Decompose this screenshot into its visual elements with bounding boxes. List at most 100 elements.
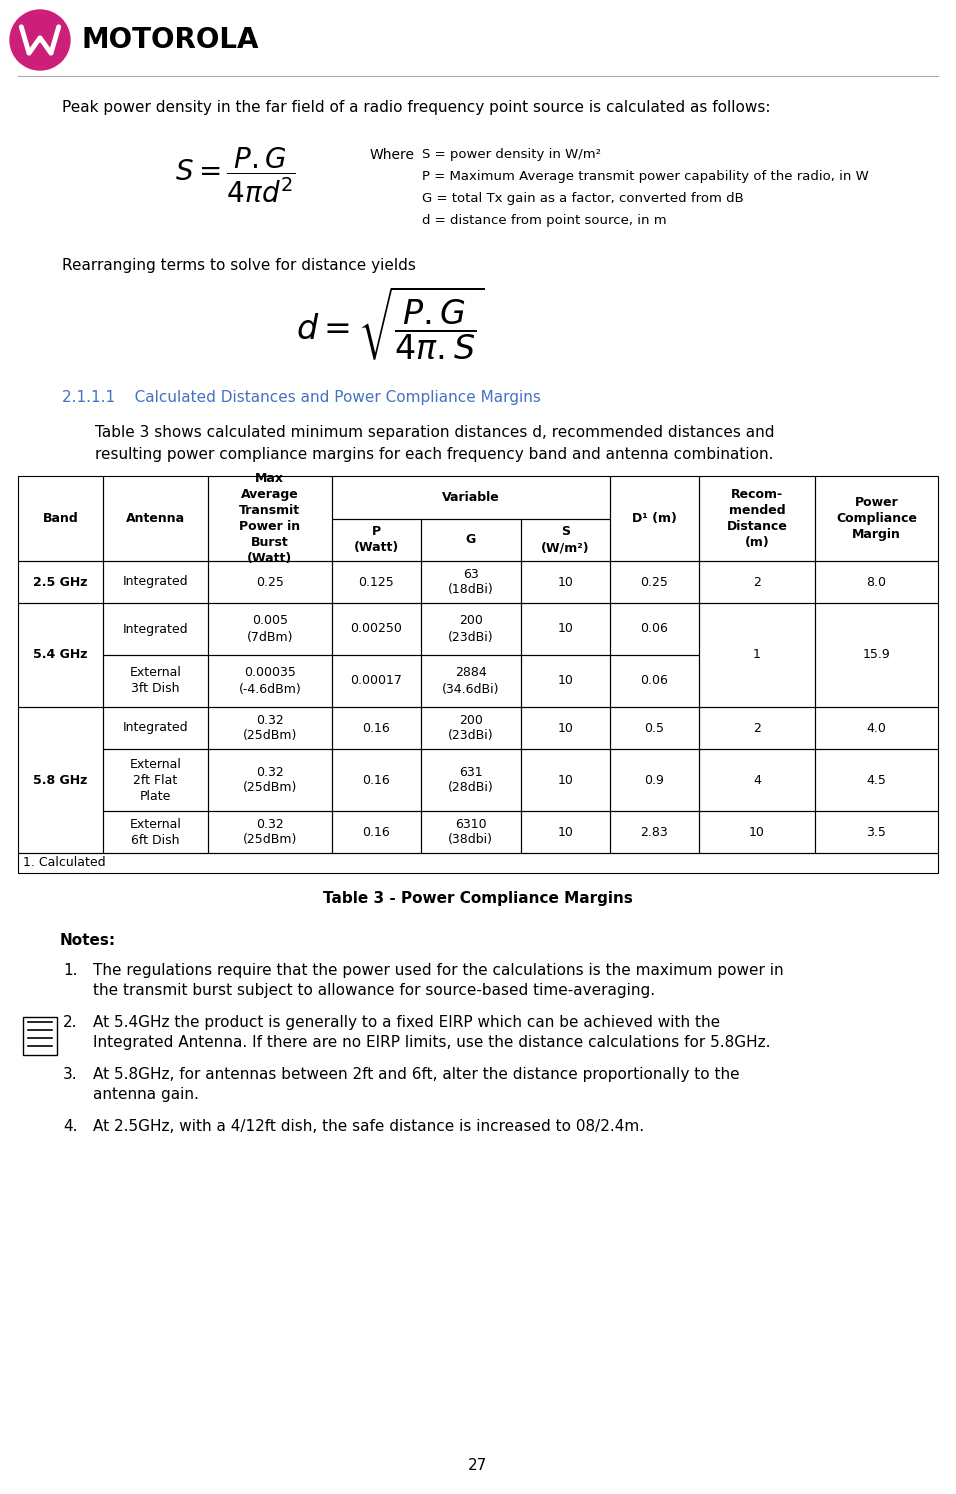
Bar bbox=[521, 604, 610, 654]
Bar bbox=[103, 811, 207, 853]
Text: External
2ft Flat
Plate: External 2ft Flat Plate bbox=[130, 757, 182, 802]
Text: 6310
(38dbi): 6310 (38dbi) bbox=[448, 817, 493, 847]
Text: 8.0: 8.0 bbox=[866, 575, 886, 589]
Text: Peak power density in the far field of a radio frequency point source is calcula: Peak power density in the far field of a… bbox=[62, 100, 771, 115]
Text: Integrated: Integrated bbox=[122, 575, 188, 589]
Bar bbox=[699, 811, 815, 853]
Bar bbox=[207, 811, 332, 853]
Text: At 5.8GHz, for antennas between 2ft and 6ft, alter the distance proportionally t: At 5.8GHz, for antennas between 2ft and … bbox=[93, 1067, 740, 1082]
Bar bbox=[207, 748, 332, 811]
Circle shape bbox=[10, 10, 70, 70]
Bar bbox=[103, 654, 207, 707]
Bar bbox=[207, 707, 332, 748]
Bar bbox=[18, 562, 103, 604]
Text: G: G bbox=[466, 533, 476, 547]
Text: 5.4 GHz: 5.4 GHz bbox=[33, 648, 88, 662]
Text: 1.: 1. bbox=[63, 964, 77, 979]
Bar bbox=[815, 811, 938, 853]
Text: 2.83: 2.83 bbox=[641, 826, 668, 838]
Bar bbox=[332, 562, 421, 604]
Text: Power
Compliance
Margin: Power Compliance Margin bbox=[836, 496, 917, 541]
Text: Band: Band bbox=[43, 512, 78, 524]
Text: D¹ (m): D¹ (m) bbox=[632, 512, 677, 524]
Text: 15.9: 15.9 bbox=[862, 648, 890, 662]
Bar bbox=[103, 748, 207, 811]
Text: 2.5 GHz: 2.5 GHz bbox=[33, 575, 88, 589]
Text: 0.125: 0.125 bbox=[358, 575, 394, 589]
Text: Integrated: Integrated bbox=[122, 623, 188, 635]
Text: 63
(18dBi): 63 (18dBi) bbox=[447, 568, 493, 596]
Text: d = distance from point source, in m: d = distance from point source, in m bbox=[422, 214, 666, 227]
Bar bbox=[421, 707, 521, 748]
Text: 0.16: 0.16 bbox=[362, 826, 390, 838]
Bar bbox=[610, 707, 699, 748]
Text: the transmit burst subject to allowance for source-based time-averaging.: the transmit burst subject to allowance … bbox=[93, 983, 655, 998]
Text: 5.8 GHz: 5.8 GHz bbox=[33, 774, 88, 786]
Text: 0.005
(7dBm): 0.005 (7dBm) bbox=[247, 614, 293, 644]
Text: 10: 10 bbox=[557, 575, 573, 589]
Text: 0.5: 0.5 bbox=[644, 722, 664, 735]
Bar bbox=[610, 604, 699, 654]
Bar bbox=[421, 811, 521, 853]
Text: At 5.4GHz the product is generally to a fixed EIRP which can be achieved with th: At 5.4GHz the product is generally to a … bbox=[93, 1014, 720, 1029]
Text: 0.25: 0.25 bbox=[256, 575, 284, 589]
Bar bbox=[610, 654, 699, 707]
Bar bbox=[332, 477, 610, 518]
Text: 1: 1 bbox=[753, 648, 761, 662]
Text: 3.5: 3.5 bbox=[866, 826, 886, 838]
Bar bbox=[332, 811, 421, 853]
Text: 631
(28dBi): 631 (28dBi) bbox=[447, 765, 493, 795]
Bar bbox=[207, 604, 332, 654]
Text: Rearranging terms to solve for distance yields: Rearranging terms to solve for distance … bbox=[62, 258, 416, 273]
Text: 2: 2 bbox=[753, 722, 761, 735]
Text: Where: Where bbox=[370, 148, 415, 161]
Bar bbox=[699, 477, 815, 562]
Text: Max
Average
Transmit
Power in
Burst
(Watt): Max Average Transmit Power in Burst (Wat… bbox=[239, 472, 300, 565]
Text: 0.25: 0.25 bbox=[641, 575, 668, 589]
Text: 0.32
(25dBm): 0.32 (25dBm) bbox=[243, 714, 297, 743]
Text: The regulations require that the power used for the calculations is the maximum : The regulations require that the power u… bbox=[93, 964, 784, 979]
Text: 0.06: 0.06 bbox=[641, 674, 668, 687]
Bar bbox=[207, 477, 332, 562]
Bar bbox=[103, 707, 207, 748]
Text: 2.1.1.1    Calculated Distances and Power Compliance Margins: 2.1.1.1 Calculated Distances and Power C… bbox=[62, 390, 541, 405]
Text: 3.: 3. bbox=[63, 1067, 77, 1082]
Text: 0.00035
(-4.6dBm): 0.00035 (-4.6dBm) bbox=[238, 666, 301, 696]
Bar bbox=[332, 707, 421, 748]
Text: 4.5: 4.5 bbox=[866, 774, 886, 786]
Text: Integrated: Integrated bbox=[122, 722, 188, 735]
Bar bbox=[18, 853, 938, 872]
Text: 0.00250: 0.00250 bbox=[351, 623, 402, 635]
Text: 10: 10 bbox=[557, 722, 573, 735]
Text: External
3ft Dish: External 3ft Dish bbox=[130, 666, 182, 696]
Text: S = power density in W/m²: S = power density in W/m² bbox=[422, 148, 601, 161]
Bar bbox=[521, 748, 610, 811]
Bar bbox=[207, 562, 332, 604]
Text: External
6ft Dish: External 6ft Dish bbox=[130, 817, 182, 847]
Bar bbox=[18, 604, 103, 707]
Bar bbox=[699, 707, 815, 748]
Text: antenna gain.: antenna gain. bbox=[93, 1088, 199, 1103]
Text: 4.: 4. bbox=[63, 1119, 77, 1134]
Text: Recom-
mended
Distance
(m): Recom- mended Distance (m) bbox=[727, 489, 788, 548]
Bar bbox=[610, 811, 699, 853]
Bar bbox=[332, 748, 421, 811]
Bar bbox=[18, 707, 103, 853]
Bar bbox=[421, 748, 521, 811]
Text: Table 3 shows calculated minimum separation distances d, recommended distances a: Table 3 shows calculated minimum separat… bbox=[95, 424, 774, 441]
Bar bbox=[18, 477, 103, 562]
Text: 0.9: 0.9 bbox=[644, 774, 664, 786]
Bar bbox=[699, 562, 815, 604]
Bar bbox=[207, 654, 332, 707]
Bar bbox=[521, 707, 610, 748]
Text: 200
(23dBi): 200 (23dBi) bbox=[448, 714, 493, 743]
Text: P = Maximum Average transmit power capability of the radio, in W: P = Maximum Average transmit power capab… bbox=[422, 170, 869, 182]
Bar bbox=[521, 518, 610, 562]
Bar bbox=[23, 1017, 57, 1055]
Text: Variable: Variable bbox=[442, 490, 500, 503]
Text: 2: 2 bbox=[753, 575, 761, 589]
Text: 0.16: 0.16 bbox=[362, 774, 390, 786]
Text: 4.0: 4.0 bbox=[866, 722, 886, 735]
Bar bbox=[699, 748, 815, 811]
Text: 10: 10 bbox=[557, 774, 573, 786]
